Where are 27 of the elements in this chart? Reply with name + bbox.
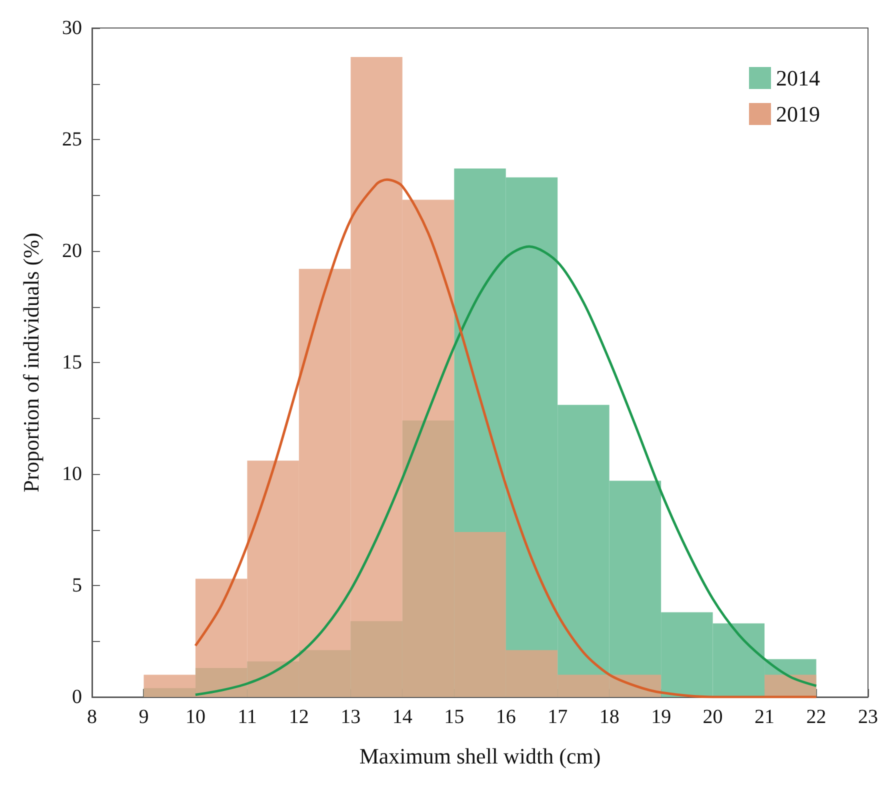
x-tick-label: 19 — [651, 706, 672, 728]
x-tick-label: 22 — [806, 706, 826, 728]
x-tick-label: 23 — [858, 706, 878, 728]
y-tick-label: 25 — [62, 128, 82, 150]
x-tick-label: 8 — [87, 706, 97, 728]
y-tick-label: 0 — [72, 686, 82, 708]
x-tick-label: 18 — [599, 706, 620, 728]
y-tick-label: 20 — [62, 240, 82, 262]
x-axis-title: Maximum shell width (cm) — [359, 744, 601, 768]
x-tick-label: 13 — [340, 706, 361, 728]
x-tick-label: 20 — [702, 706, 723, 728]
legend-label: 2019 — [776, 102, 820, 126]
y-tick-label: 10 — [62, 463, 82, 485]
x-tick-label: 10 — [185, 706, 206, 728]
x-tick-label: 12 — [288, 706, 309, 728]
x-tick-label: 9 — [138, 706, 149, 728]
y-tick-label: 5 — [72, 574, 82, 596]
x-tick-label: 11 — [238, 706, 257, 728]
y-tick-label: 15 — [62, 352, 82, 374]
x-tick-label: 21 — [754, 706, 775, 728]
x-tick-label: 17 — [548, 706, 568, 728]
legend-label: 2014 — [776, 66, 820, 90]
x-tick-label: 15 — [444, 706, 464, 728]
x-tick-label: 14 — [392, 706, 412, 728]
y-axis-title: Proportion of individuals (%) — [18, 232, 44, 492]
y-tick-label: 30 — [62, 17, 82, 39]
x-tick-label: 16 — [496, 706, 516, 728]
